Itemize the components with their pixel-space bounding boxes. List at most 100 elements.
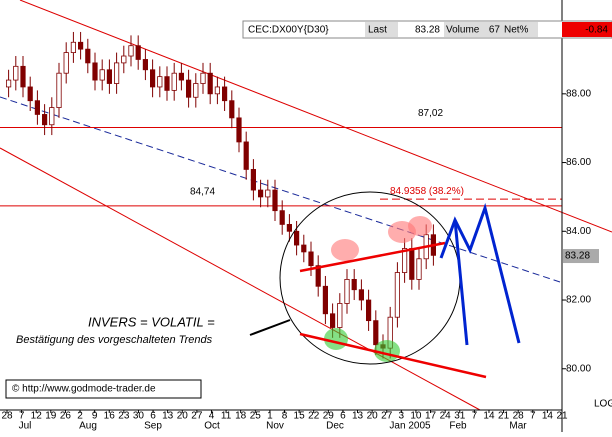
candle-body [34,100,41,115]
candle-body [114,62,120,84]
copyright-box [5,379,202,399]
lower-channel [0,147,481,411]
x-tick-label: 28 [513,411,525,422]
candle-body [78,41,84,50]
candle-body [265,189,271,198]
month-label: Jan 2005 [389,421,431,432]
x-tick-label: 2 [77,411,83,422]
x-tick-label: 7 [19,411,25,422]
candle-body [272,189,278,212]
candle-body [344,279,350,304]
candle-body [20,65,26,88]
y-tick-label: 88.00 [566,88,591,99]
candle-body [409,248,415,280]
candle-body [373,320,379,346]
x-tick-label: 7 [472,411,478,422]
support-line [299,332,487,379]
month-label: Sep [144,421,162,432]
x-tick-label: 29 [323,411,335,422]
x-tick-label: 26 [60,411,72,422]
candle-body [128,45,134,57]
candle-body [301,244,307,253]
glow [408,216,432,236]
month-label: Aug [79,421,97,432]
x-tick-label: 22 [308,411,320,422]
candle-body [13,65,19,81]
candle-body [337,303,343,328]
candle-body [149,69,156,88]
x-tick-label: 24 [440,411,452,422]
x-tick-label: 31 [454,411,466,422]
candle-body [193,83,199,98]
x-tick-label: 30 [133,411,145,422]
last-price-label: 83.28 [565,251,590,262]
annotation: Bestätigung des vorgeschalteten Trends [16,334,213,346]
x-tick-label: 8 [282,411,288,422]
candle-body [279,210,285,225]
x-tick-label: 21 [556,411,568,422]
last-price-box [563,249,599,264]
candle-body [49,107,55,126]
x-tick-label: 17 [425,411,437,422]
upper-channel [19,0,612,233]
candle-body [401,248,408,273]
candle-body [63,52,69,74]
candle-body [329,313,336,328]
month-label: Nov [266,421,284,432]
x-tick-label: 15 [294,411,306,422]
candle-body [221,86,228,102]
x-tick-label: 13 [352,411,364,422]
candle-body [322,285,329,315]
copyright: © http://www.godmode-trader.de [12,384,156,395]
value: 67 [489,25,501,36]
x-tick-label: 27 [191,411,203,422]
candle-body [351,279,357,291]
candle-body [135,45,141,60]
symbol: CEC:DX00Y{D30} [248,25,329,36]
x-tick-label: 27 [381,411,393,422]
x-tick-label: 6 [340,411,346,422]
candle-body [257,189,264,198]
candle-body [42,114,48,126]
value: -0.84 [585,25,608,36]
candle-body [85,48,91,64]
x-tick-label: 28 [1,411,13,422]
candle-body [157,76,163,88]
x-tick-label: 23 [118,411,130,422]
candle-body [200,72,206,84]
y-tick-label: 86.00 [566,157,591,168]
value: 83.28 [415,25,440,36]
header-cell [365,22,398,37]
candle-body [56,72,62,108]
projection [453,219,469,346]
month-label: Feb [449,421,467,432]
candle-body [394,272,401,318]
x-tick-label: 13 [162,411,174,422]
header-cell [444,22,502,37]
x-tick-label: 14 [542,411,554,422]
scale-label: LOG [594,399,612,410]
candle-body [92,62,98,81]
fib-label: 84.9358 (38.2%) [390,186,464,197]
candle-body [308,251,314,267]
candle-body [293,230,300,246]
month-label: Oct [204,421,220,432]
x-tick-label: 3 [399,411,405,422]
candle-body [178,72,184,81]
glow [324,328,348,350]
glow [331,239,359,261]
header-cell [562,22,612,37]
candle-body [214,86,220,95]
y-tick-label: 82.00 [566,295,591,306]
header-cell [502,22,538,37]
x-tick-label: 12 [31,411,43,422]
resistance-line [299,241,446,273]
candle-body [250,169,256,191]
x-tick-label: 6 [150,411,156,422]
x-tick-label: 25 [250,411,262,422]
candle-body [99,69,105,81]
x-tick-label: 10 [410,411,422,422]
label: Net% [504,25,529,36]
candle-body [185,79,192,98]
